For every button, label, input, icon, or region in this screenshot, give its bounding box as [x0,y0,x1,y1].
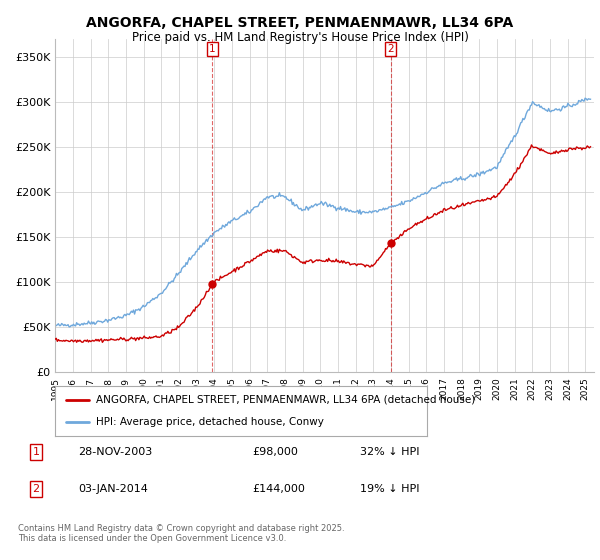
Text: 1: 1 [32,447,40,457]
Text: Price paid vs. HM Land Registry's House Price Index (HPI): Price paid vs. HM Land Registry's House … [131,31,469,44]
Text: ANGORFA, CHAPEL STREET, PENMAENMAWR, LL34 6PA: ANGORFA, CHAPEL STREET, PENMAENMAWR, LL3… [86,16,514,30]
Text: 03-JAN-2014: 03-JAN-2014 [78,484,148,494]
Text: 1: 1 [209,44,216,54]
Text: £98,000: £98,000 [252,447,298,457]
Text: 19% ↓ HPI: 19% ↓ HPI [360,484,419,494]
Text: 2: 2 [388,44,394,54]
Text: ANGORFA, CHAPEL STREET, PENMAENMAWR, LL34 6PA (detached house): ANGORFA, CHAPEL STREET, PENMAENMAWR, LL3… [96,395,475,405]
Text: Contains HM Land Registry data © Crown copyright and database right 2025.
This d: Contains HM Land Registry data © Crown c… [18,524,344,543]
Text: HPI: Average price, detached house, Conwy: HPI: Average price, detached house, Conw… [96,417,324,427]
Text: 32% ↓ HPI: 32% ↓ HPI [360,447,419,457]
Text: 2: 2 [32,484,40,494]
Text: 28-NOV-2003: 28-NOV-2003 [78,447,152,457]
Text: £144,000: £144,000 [252,484,305,494]
